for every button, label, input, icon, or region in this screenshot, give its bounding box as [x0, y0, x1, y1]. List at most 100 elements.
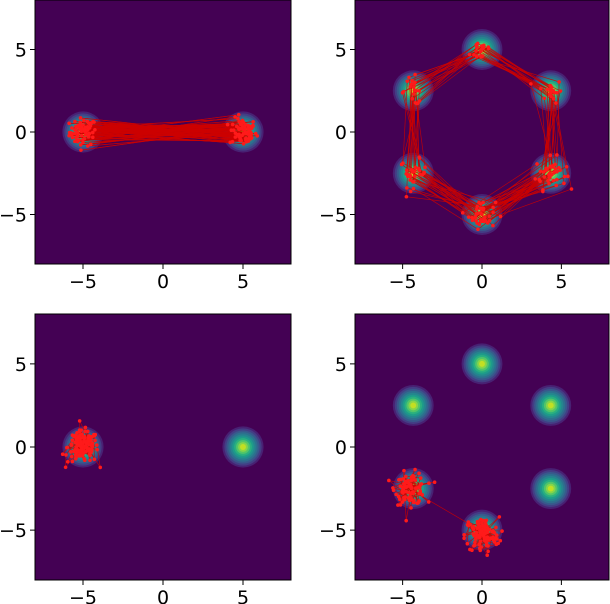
- sample-point: [489, 536, 494, 541]
- sample-point: [241, 120, 246, 125]
- sample-point: [88, 458, 92, 463]
- sample-point: [248, 134, 253, 138]
- trajectory-segment: [415, 47, 478, 104]
- sample-point: [410, 78, 414, 83]
- sample-point: [402, 468, 406, 473]
- sample-point: [65, 459, 70, 464]
- sample-point: [471, 527, 476, 532]
- sample-point: [414, 88, 419, 93]
- trajectory-segment: [84, 129, 248, 140]
- axes: −5 0 5 −5 0 5: [319, 40, 567, 294]
- sample-point: [251, 123, 255, 128]
- sample-point: [69, 450, 73, 454]
- sample-point: [83, 449, 88, 454]
- sample-point: [411, 474, 416, 479]
- trajectory-segment: [65, 442, 76, 456]
- sample-point: [64, 453, 68, 457]
- sample-point: [417, 156, 422, 160]
- sample-point: [481, 533, 485, 537]
- sample-point: [487, 214, 492, 218]
- sample-point: [69, 442, 74, 446]
- trajectory-segment: [545, 91, 554, 169]
- sample-point: [474, 219, 478, 223]
- mode-1: [222, 426, 264, 468]
- sample-point: [537, 177, 541, 182]
- sample-point: [478, 531, 483, 535]
- sample-point: [475, 207, 479, 212]
- sample-point: [492, 530, 497, 535]
- sample-point: [400, 90, 405, 95]
- mode-2: [530, 468, 572, 510]
- sample-point: [233, 135, 238, 139]
- trajectory-segment: [402, 81, 408, 164]
- sample-point: [541, 189, 545, 194]
- sample-point: [73, 447, 78, 452]
- trajectory-segment: [409, 94, 414, 181]
- sample-point: [249, 126, 254, 131]
- sample-point: [539, 86, 543, 91]
- sample-point: [398, 484, 403, 488]
- sample-point: [493, 536, 498, 540]
- sample-point: [92, 433, 97, 438]
- sample-point: [67, 133, 71, 138]
- trajectory-segment: [82, 139, 241, 141]
- sample-point: [410, 170, 415, 174]
- sample-point: [82, 458, 87, 463]
- sample-point: [478, 202, 483, 206]
- sample-point: [554, 177, 559, 182]
- sample-point: [553, 162, 557, 167]
- sample-point: [70, 126, 74, 130]
- sample-point: [474, 530, 479, 535]
- sample-point: [408, 483, 413, 487]
- sample-point: [500, 529, 504, 533]
- sample-point: [474, 45, 479, 50]
- x-tick-label: 0: [157, 587, 169, 604]
- axes: −5 0 5 −5 0 5: [319, 354, 567, 604]
- sample-point: [398, 503, 403, 507]
- sample-point: [492, 540, 497, 544]
- trajectory-segment: [410, 191, 483, 209]
- sample-point: [82, 434, 87, 439]
- sample-point: [475, 526, 479, 530]
- sample-point: [406, 174, 410, 179]
- sample-point: [548, 165, 552, 169]
- sample-point: [562, 174, 567, 179]
- sample-point: [244, 136, 248, 141]
- trajectory-segment: [471, 544, 497, 551]
- sample-point: [481, 518, 486, 523]
- trajectory-segment: [87, 126, 246, 139]
- y-tick-label: 0: [335, 122, 347, 144]
- sample-point: [98, 465, 103, 470]
- sample-point: [480, 206, 485, 210]
- x-tick-label: −5: [69, 271, 97, 293]
- y-tick-label: 0: [15, 437, 27, 459]
- trajectory-segment: [480, 166, 551, 205]
- sample-point: [496, 541, 500, 546]
- sample-point: [78, 143, 83, 147]
- sample-point: [404, 194, 409, 199]
- sample-point: [475, 204, 480, 209]
- y-tick-label: 0: [15, 122, 27, 144]
- trajectory-segment: [92, 132, 244, 145]
- sample-point: [466, 215, 471, 219]
- panel-bottom-left: −5 0 5 −5 0 5: [0, 313, 292, 604]
- trajectory-segment: [469, 54, 554, 92]
- sample-point: [81, 118, 86, 123]
- sample-point: [398, 477, 403, 482]
- sample-point: [87, 131, 92, 136]
- trajectory-segment: [89, 128, 246, 134]
- sample-point: [408, 84, 413, 89]
- sample-point: [400, 490, 404, 494]
- mode-5: [392, 384, 434, 426]
- sample-point: [548, 175, 552, 180]
- sample-point: [79, 449, 83, 454]
- sample-point: [475, 41, 480, 46]
- sample-point: [391, 486, 395, 490]
- sample-point: [230, 139, 235, 144]
- sample-point: [484, 538, 489, 542]
- sample-point: [65, 445, 69, 450]
- sample-point: [549, 85, 554, 89]
- sample-point: [85, 429, 90, 434]
- trajectory-segment: [413, 45, 485, 95]
- sample-point: [77, 428, 82, 432]
